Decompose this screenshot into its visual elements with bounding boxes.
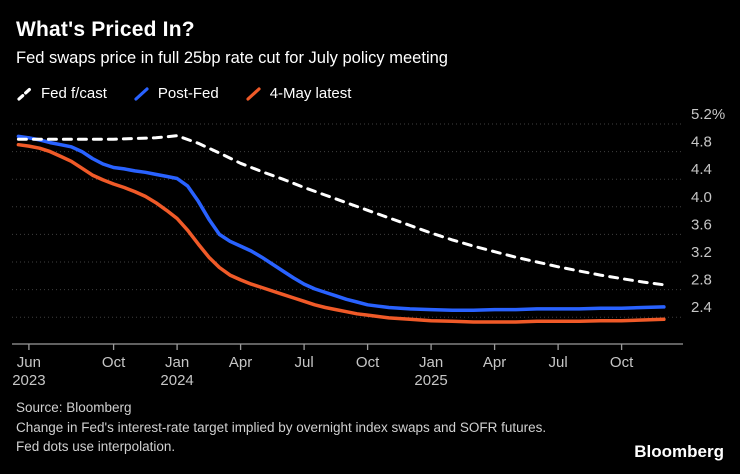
- chart-legend: Fed f/cast Post-Fed 4-May latest: [16, 85, 724, 102]
- legend-marker-icon: [17, 86, 32, 101]
- chart-title: What's Priced In?: [16, 18, 195, 41]
- y-axis-label: 2.4: [691, 299, 712, 316]
- y-axis-label: 4.4: [691, 161, 712, 178]
- legend-label: Fed f/cast: [41, 85, 107, 102]
- chart-footer: Source: Bloomberg Change in Fed's intere…: [16, 398, 724, 456]
- y-axis-label: 2.8: [691, 272, 712, 289]
- footnote-text: Change in Fed's interest-rate target imp…: [16, 420, 547, 455]
- x-axis-year-label: 2024: [160, 372, 193, 389]
- x-axis-year-label: 2023: [12, 372, 45, 389]
- x-axis-label: Apr: [229, 354, 252, 371]
- x-axis-label: Jun: [17, 354, 41, 371]
- x-axis-label: Oct: [610, 354, 634, 371]
- series-fed-f-cast: [16, 134, 666, 287]
- legend-item-fed-f-cast: Fed f/cast: [16, 85, 107, 102]
- legend-label: Post-Fed: [157, 85, 219, 102]
- legend-label: 4-May latest: [269, 85, 352, 102]
- x-axis-label: Apr: [483, 354, 506, 371]
- source-text: Source: Bloomberg: [16, 400, 132, 415]
- x-axis-label: Jul: [295, 354, 314, 371]
- x-axis-label: Jan: [165, 354, 189, 371]
- x-axis-label: Oct: [102, 354, 126, 371]
- y-axis-label: 4.0: [691, 189, 712, 206]
- series-post-fed: [16, 134, 666, 313]
- y-axis-label: 5.2%: [691, 108, 725, 123]
- legend-marker-icon: [134, 86, 149, 101]
- gridlines: 5.2% 4.8 4.4 4.0 3.6 3.2 2.8 2.4: [12, 108, 725, 318]
- chart-header: What's Priced In? Fed swaps price in ful…: [16, 18, 724, 68]
- legend-item-4-may-latest: 4-May latest: [245, 85, 352, 102]
- chart-subtitle: Fed swaps price in full 25bp rate cut fo…: [16, 49, 448, 67]
- bloomberg-logo: Bloomberg: [634, 442, 724, 461]
- y-axis-label: 3.6: [691, 216, 712, 233]
- y-axis-label: 4.8: [691, 134, 712, 151]
- x-axis-label: Oct: [356, 354, 380, 371]
- legend-item-post-fed: Post-Fed: [133, 85, 219, 102]
- y-axis-label: 3.2: [691, 244, 712, 261]
- x-axis-year-label: 2025: [414, 372, 447, 389]
- x-axis-label: Jan: [419, 354, 443, 371]
- x-axis-label: Jul: [549, 354, 568, 371]
- legend-marker-icon: [246, 86, 261, 101]
- series-4-may-latest: [16, 142, 666, 324]
